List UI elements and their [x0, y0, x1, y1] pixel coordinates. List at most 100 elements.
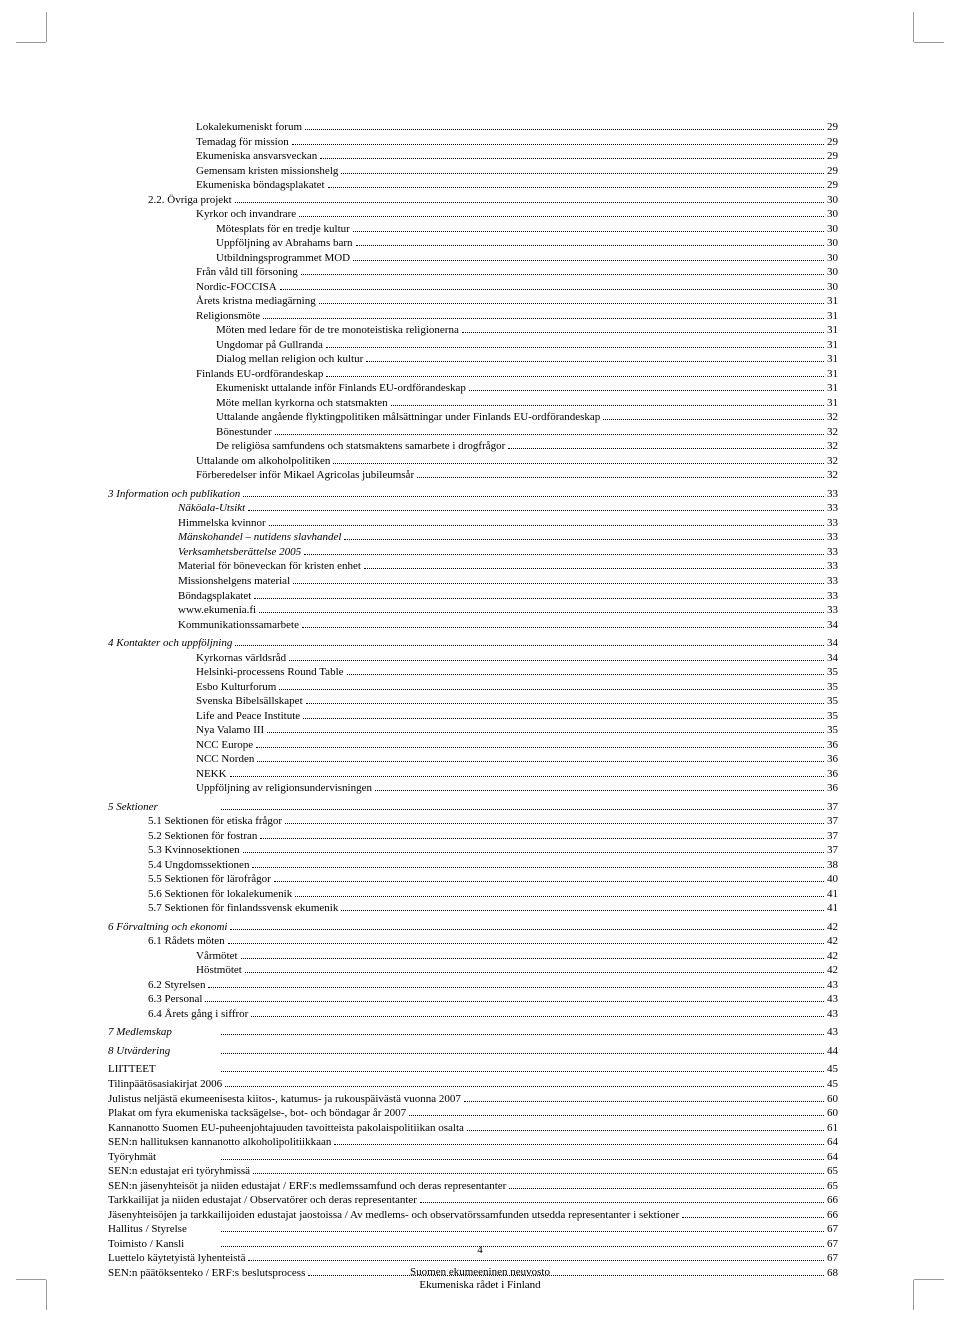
toc-entry: Material för böneveckan för kristen enhe… [108, 559, 838, 574]
toc-leader-dots [347, 666, 824, 675]
toc-leader-dots [274, 873, 824, 882]
toc-leader-dots [462, 324, 824, 333]
toc-entry-page: 67 [827, 1222, 838, 1237]
toc-entry-page: 66 [827, 1208, 838, 1223]
toc-leader-dots [603, 411, 824, 420]
toc-leader-dots [326, 339, 824, 348]
toc-entry-page: 30 [827, 251, 838, 266]
toc-leader-dots [221, 1027, 824, 1036]
toc-leader-dots [243, 844, 824, 853]
toc-leader-dots [682, 1209, 824, 1218]
toc-leader-dots [292, 136, 824, 145]
toc-leader-dots [306, 695, 824, 704]
toc-entry: Kyrkor och invandrare30 [108, 207, 838, 222]
toc-entry: Mötesplats för en tredje kultur30 [108, 222, 838, 237]
toc-entry: NCC Norden36 [108, 752, 838, 767]
toc-entry-label: Mänskohandel – nutidens slavhandel [178, 530, 341, 545]
toc-leader-dots [420, 1194, 824, 1203]
toc-entry: Nordic-FOCCISA30 [108, 280, 838, 295]
toc-entry-page: 33 [827, 545, 838, 560]
toc-entry-page: 34 [827, 618, 838, 633]
toc-entry: Himmelska kvinnor 33 [108, 516, 838, 531]
toc-entry: Ekumeniskt uttalande inför Finlands EU-o… [108, 381, 838, 396]
toc-entry-label: Hallitus / Styrelse [108, 1222, 218, 1237]
toc-leader-dots [248, 503, 824, 512]
toc-leader-dots [366, 353, 824, 362]
toc-leader-dots [409, 1107, 824, 1116]
toc-entry-label: Ekumeniska böndagsplakatet [196, 178, 325, 193]
toc-leader-dots [228, 935, 824, 944]
toc-entry-label: Mötesplats för en tredje kultur [216, 222, 350, 237]
toc-leader-dots [375, 782, 824, 791]
toc-entry-label: Nordic-FOCCISA [196, 280, 277, 295]
toc-entry-page: 43 [827, 992, 838, 1007]
toc-entry-page: 41 [827, 887, 838, 902]
toc-leader-dots [302, 619, 824, 628]
toc-entry-label: Gemensam kristen missionshelg [196, 164, 338, 179]
toc-entry: NCC Europe36 [108, 738, 838, 753]
toc-leader-dots [253, 1165, 824, 1174]
toc-leader-dots [259, 604, 824, 613]
toc-entry: Svenska Bibelsällskapet35 [108, 694, 838, 709]
toc-entry: Gemensam kristen missionshelg29 [108, 164, 838, 179]
toc-entry-page: 36 [827, 738, 838, 753]
toc-leader-dots [326, 368, 824, 377]
toc-leader-dots [267, 724, 824, 733]
toc-entry-label: Missionshelgens material [178, 574, 290, 589]
toc-leader-dots [254, 590, 824, 599]
toc-entry: SEN:n hallituksen kannanotto alkoholipol… [108, 1135, 838, 1150]
toc-entry: Uttalande om alkoholpolitiken32 [108, 454, 838, 469]
toc-entry-label: Religionsmöte [196, 309, 260, 324]
toc-entry-label: Kyrkornas världsråd [196, 651, 286, 666]
toc-entry-label: Möte mellan kyrkorna och statsmakten [216, 396, 388, 411]
toc-leader-dots [353, 252, 824, 261]
toc-entry-page: 60 [827, 1106, 838, 1121]
toc-entry: Höstmötet42 [108, 963, 838, 978]
toc-entry-label: 5.2 Sektionen för fostran [148, 829, 257, 844]
toc-leader-dots [221, 1045, 824, 1054]
toc-leader-dots [356, 237, 824, 246]
toc-entry-label: Kyrkor och invandrare [196, 207, 296, 222]
toc-entry: Nya Valamo III35 [108, 723, 838, 738]
toc-entry-page: 31 [827, 367, 838, 382]
toc-entry-page: 43 [827, 978, 838, 993]
toc-entry: Möte mellan kyrkorna och statsmakten31 [108, 396, 838, 411]
toc-entry-page: 30 [827, 265, 838, 280]
toc-entry: 6.1 Rådets möten42 [108, 934, 838, 949]
toc-leader-dots [305, 121, 824, 130]
toc-entry-page: 33 [827, 603, 838, 618]
toc-leader-dots [508, 440, 824, 449]
toc-entry-label: 5.1 Sektionen för etiska frågor [148, 814, 282, 829]
toc-entry-label: Möten med ledare för de tre monoteistisk… [216, 323, 459, 338]
toc-entry-page: 31 [827, 352, 838, 367]
toc-entry: Förberedelser inför Mikael Agricolas jub… [108, 468, 838, 483]
toc-entry: Ekumeniska ansvarsveckan29 [108, 149, 838, 164]
toc-leader-dots [221, 801, 824, 810]
toc-entry-page: 33 [827, 530, 838, 545]
toc-entry: Näköala-Utsikt33 [108, 501, 838, 516]
toc-entry-page: 31 [827, 294, 838, 309]
toc-entry-page: 36 [827, 781, 838, 796]
toc-entry-page: 32 [827, 425, 838, 440]
toc-entry: Uppföljning av Abrahams barn30 [108, 236, 838, 251]
toc-leader-dots [417, 469, 824, 478]
toc-leader-dots [235, 637, 824, 646]
toc-entry-label: 7 Medlemskap [108, 1025, 218, 1040]
toc-entry-page: 43 [827, 1025, 838, 1040]
toc-entry-page: 64 [827, 1135, 838, 1150]
toc-entry-label: Himmelska kvinnor [178, 516, 266, 531]
toc-entry-page: 30 [827, 236, 838, 251]
toc-leader-dots [320, 150, 824, 159]
toc-leader-dots [467, 1122, 824, 1131]
toc-entry-page: 33 [827, 516, 838, 531]
toc-entry-label: Kannanotto Suomen EU-puheenjohtajuuden t… [108, 1121, 464, 1136]
toc-leader-dots [251, 1008, 824, 1017]
toc-entry: Ungdomar på Gullranda31 [108, 338, 838, 353]
toc-entry-page: 37 [827, 814, 838, 829]
toc-entry: SEN:n edustajat eri työryhmissä65 [108, 1164, 838, 1179]
toc-entry: 5.2 Sektionen för fostran37 [108, 829, 838, 844]
toc-entry-label: www.ekumenia.fi [178, 603, 256, 618]
toc-entry-page: 66 [827, 1193, 838, 1208]
toc-entry: 7 Medlemskap 43 [108, 1025, 838, 1040]
toc-entry: 5.6 Sektionen för lokalekumenik41 [108, 887, 838, 902]
